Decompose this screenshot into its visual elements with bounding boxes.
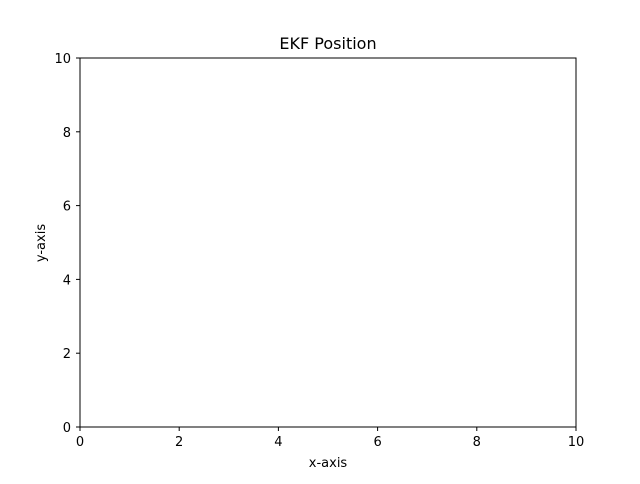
y-tick-label: 0 xyxy=(63,421,71,436)
x-tick-label: 0 xyxy=(76,435,84,450)
x-tick-label: 10 xyxy=(568,435,585,450)
x-tick-label: 4 xyxy=(274,435,282,450)
y-tick-label: 10 xyxy=(54,52,71,67)
y-axis-label: y-axis xyxy=(34,224,49,262)
x-axis-label: x-axis xyxy=(309,456,348,471)
chart-title: EKF Position xyxy=(279,34,376,53)
plot-area-frame xyxy=(79,57,577,428)
y-tick-label: 6 xyxy=(63,200,71,215)
y-tick-label: 2 xyxy=(63,347,71,362)
x-tick-label: 2 xyxy=(175,435,183,450)
x-tick-label: 8 xyxy=(473,435,481,450)
y-tick-label: 4 xyxy=(63,273,71,288)
y-axis-ticks: 0 2 4 6 8 10 xyxy=(54,52,80,436)
x-axis-ticks: 0 2 4 6 8 10 xyxy=(76,427,584,450)
x-tick-label: 6 xyxy=(373,435,381,450)
y-tick-label: 8 xyxy=(63,126,71,141)
